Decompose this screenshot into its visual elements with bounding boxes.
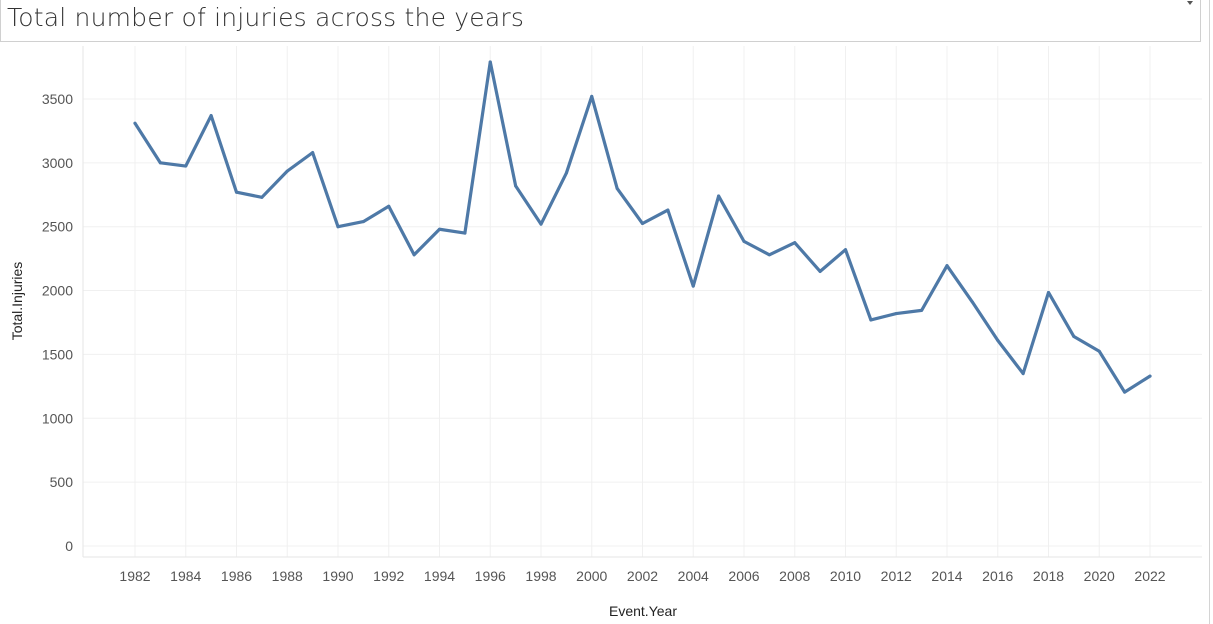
data-point <box>564 171 568 175</box>
x-tick-label: 2018 <box>1033 568 1064 584</box>
x-tick-label: 1996 <box>475 568 506 584</box>
data-point <box>539 222 543 226</box>
data-point <box>1123 390 1127 394</box>
chart-title: Total number of injuries across the year… <box>7 3 525 32</box>
data-point <box>641 222 644 226</box>
data-point <box>717 194 721 198</box>
x-tick-label: 1992 <box>373 568 404 584</box>
x-tick-label: 2004 <box>678 568 709 584</box>
data-point <box>615 186 619 190</box>
data-point <box>1047 290 1050 294</box>
data-point <box>894 312 898 316</box>
x-tick-label: 1990 <box>322 568 353 584</box>
data-point <box>361 220 365 224</box>
data-point <box>869 318 873 322</box>
data-point <box>184 164 188 168</box>
x-tick-label: 2010 <box>830 568 861 584</box>
data-point <box>1072 335 1076 339</box>
x-tick-label: 2016 <box>982 568 1013 584</box>
data-point <box>311 151 315 155</box>
data-point <box>945 264 949 268</box>
x-tick-label: 2002 <box>627 568 658 584</box>
pane-divider <box>1209 0 1210 624</box>
data-point <box>996 338 1000 342</box>
chevron-down-icon[interactable] <box>1187 1 1193 5</box>
data-point <box>970 300 974 304</box>
x-tick-label: 2020 <box>1084 568 1115 584</box>
data-point <box>920 308 924 312</box>
x-axis-title: Event.Year <box>609 603 677 619</box>
x-tick-label: 2012 <box>881 568 912 584</box>
series-layer <box>133 60 1152 394</box>
data-point <box>666 208 670 212</box>
x-tick-label: 1998 <box>525 568 556 584</box>
data-point <box>818 269 822 273</box>
data-point <box>235 190 238 194</box>
data-point <box>793 241 797 245</box>
data-point <box>1148 374 1152 378</box>
x-tick-label: 1986 <box>221 568 252 584</box>
x-tick-label: 2000 <box>576 568 607 584</box>
x-tick-label: 1982 <box>119 568 150 584</box>
data-point <box>260 195 264 199</box>
data-point <box>285 169 289 173</box>
data-point <box>1021 372 1025 376</box>
y-tick-label: 2000 <box>42 283 73 299</box>
data-point <box>844 248 847 252</box>
data-point <box>387 204 391 208</box>
x-tick-label: 1988 <box>272 568 303 584</box>
x-tick-label: 2022 <box>1134 568 1165 584</box>
x-tick-label: 1994 <box>424 568 455 584</box>
data-point <box>488 60 492 64</box>
grid-lines <box>82 46 1202 558</box>
x-tick-label: 2014 <box>931 568 962 584</box>
x-tick-label: 1984 <box>170 568 201 584</box>
x-tick-label: 2006 <box>728 568 759 584</box>
data-point <box>742 239 746 243</box>
data-point <box>209 114 213 118</box>
y-tick-label: 3500 <box>42 91 73 107</box>
data-point <box>438 227 441 231</box>
y-tick-label: 500 <box>50 474 74 490</box>
data-point <box>1097 349 1101 353</box>
data-point <box>336 225 340 229</box>
data-point <box>590 94 594 98</box>
y-axis-ticks: 0 500 1000 1500 2000 2500 3000 3500 <box>42 91 73 554</box>
y-axis-title: Total.Injuries <box>9 262 25 341</box>
data-point <box>463 231 467 235</box>
data-point <box>412 253 416 257</box>
data-point <box>691 284 695 288</box>
y-tick-label: 2500 <box>42 219 73 235</box>
y-tick-label: 3000 <box>42 155 73 171</box>
data-point <box>133 121 137 125</box>
y-tick-label: 1500 <box>42 346 73 362</box>
x-axis-ticks: 1982 1984 1986 1988 1990 1992 1994 1996 1998 2000… <box>119 568 1165 584</box>
y-tick-label: 1000 <box>42 410 73 426</box>
data-point <box>158 161 162 165</box>
data-point <box>767 253 771 257</box>
y-tick-label: 0 <box>65 538 73 554</box>
data-point <box>514 184 518 188</box>
x-tick-label: 2008 <box>779 568 810 584</box>
chart-title-bar: Total number of injuries across the year… <box>0 0 1201 42</box>
